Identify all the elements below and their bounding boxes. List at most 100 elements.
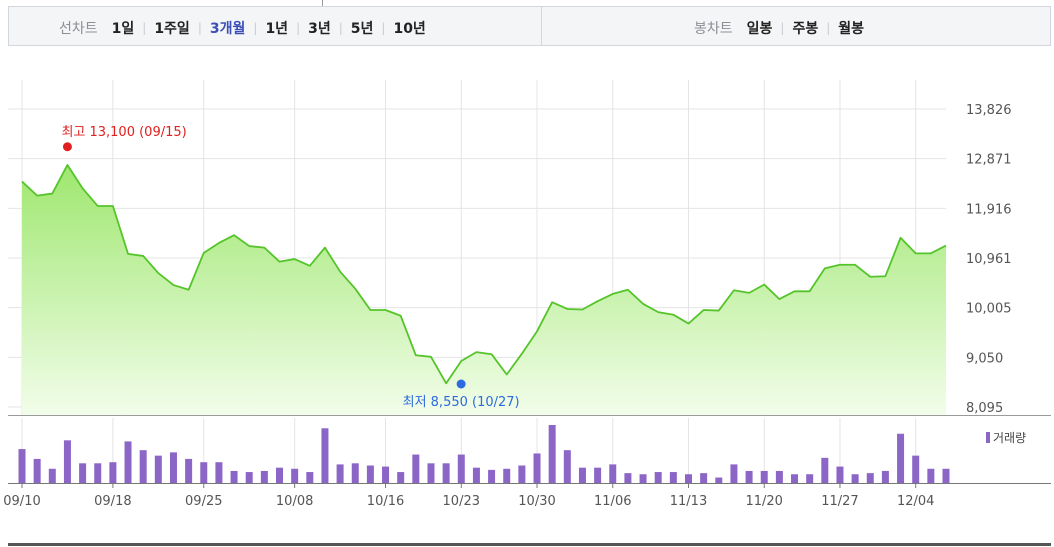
y-tick-label: 12,871: [966, 153, 1012, 168]
volume-bar: [412, 454, 420, 483]
monthly-candle-button[interactable]: 월봉: [838, 21, 865, 37]
x-tick-label: 10/23: [443, 494, 480, 509]
volume-bar: [457, 454, 465, 483]
volume-bar: [427, 463, 435, 483]
volume-bar: [291, 468, 299, 483]
x-tick-label: 11/06: [594, 494, 631, 509]
volume-bar: [185, 458, 193, 483]
volume-legend-label: 거래량: [993, 431, 1026, 445]
x-tick-label: 11/20: [745, 494, 782, 509]
volume-bar: [503, 468, 511, 483]
volume-bar: [821, 457, 829, 483]
volume-bar: [866, 473, 874, 483]
volume-bar: [154, 455, 162, 483]
volume-bar: [321, 428, 329, 483]
x-tick-label: 09/25: [185, 494, 222, 509]
separator: |: [826, 21, 831, 35]
separator: |: [296, 21, 301, 35]
x-tick-label: 12/04: [897, 494, 934, 509]
volume-bar: [139, 450, 147, 483]
volume-bar: [63, 440, 71, 483]
volume-bar: [548, 425, 556, 483]
volume-bar: [230, 470, 238, 483]
separator: |: [142, 21, 147, 35]
volume-bar: [563, 450, 571, 483]
volume-bar: [942, 468, 950, 483]
separator: |: [197, 21, 202, 35]
volume-bar: [336, 464, 344, 483]
volume-bar: [806, 474, 814, 483]
top-tick-mark: [322, 0, 323, 6]
volume-bar: [851, 474, 859, 483]
volume-bar: [775, 470, 783, 483]
period-1day-button[interactable]: 1일: [111, 21, 135, 37]
volume-bar: [276, 467, 284, 483]
x-tick-label: 11/27: [821, 494, 858, 509]
candle-chart-label: 봉차트: [694, 21, 733, 37]
low-price-label: 최저 8,550 (10/27): [403, 395, 520, 410]
weekly-candle-button[interactable]: 주봉: [792, 21, 819, 37]
volume-bar: [94, 463, 102, 483]
volume-bar: [260, 470, 268, 483]
period-3year-button[interactable]: 3년: [308, 21, 331, 37]
volume-bar: [624, 473, 632, 483]
x-tick-label: 09/18: [94, 494, 131, 509]
volume-bar: [382, 466, 390, 483]
price-line: [21, 164, 947, 385]
separator: |: [338, 21, 343, 35]
x-tick-label: 10/16: [367, 494, 404, 509]
y-tick-label: 9,050: [966, 351, 1003, 366]
volume-bar: [654, 472, 662, 483]
volume-bar: [518, 465, 526, 483]
candle-chart-type-group: 봉차트 일봉 | 주봉 | 월봉: [694, 18, 864, 38]
volume-bar: [715, 477, 723, 483]
volume-bar: [397, 472, 405, 483]
volume-bar: [578, 467, 586, 483]
volume-bar: [18, 449, 26, 483]
separator: |: [780, 21, 785, 35]
volume-legend-swatch: [986, 432, 990, 443]
separator: |: [381, 21, 386, 35]
y-tick-label: 10,005: [966, 302, 1012, 317]
volume-bar: [200, 462, 208, 483]
x-tick-label: 10/08: [276, 494, 313, 509]
period-1year-button[interactable]: 1년: [265, 21, 289, 37]
separator: |: [253, 21, 258, 35]
volume-bar: [48, 468, 56, 483]
price-area-fill: [22, 164, 946, 415]
volume-bar: [169, 452, 177, 483]
volume-bar: [669, 472, 677, 483]
high-price-label: 최고 13,100 (09/15): [61, 125, 186, 140]
x-tick-label: 09/10: [3, 494, 40, 509]
bottom-rule: [8, 543, 1051, 546]
volume-bar: [488, 469, 496, 483]
volume-bar: [639, 474, 647, 483]
period-3month-button[interactable]: 3개월: [209, 21, 246, 37]
volume-bar: [366, 465, 374, 483]
volume-bar: [109, 462, 117, 483]
volume-bar: [881, 470, 889, 483]
volume-bar: [351, 463, 359, 483]
toolbar-divider: [541, 7, 542, 45]
volume-bar: [836, 466, 844, 483]
period-1week-button[interactable]: 1주일: [154, 21, 190, 37]
volume-bar: [79, 463, 87, 483]
volume-bar: [215, 462, 223, 483]
period-5year-button[interactable]: 5년: [350, 21, 374, 37]
period-10year-button[interactable]: 10년: [393, 21, 426, 37]
volume-bar: [533, 453, 541, 483]
chart-toolbar: 선차트 1일 | 1주일 | 3개월 | 1년 | 3년 | 5년 | 10년 …: [8, 6, 1051, 46]
volume-bar: [245, 472, 253, 483]
volume-bar: [700, 473, 708, 483]
x-tick-label: 10/30: [518, 494, 555, 509]
volume-bar: [791, 474, 799, 483]
y-tick-label: 10,961: [966, 252, 1012, 267]
volume-bar: [33, 458, 41, 483]
daily-candle-button[interactable]: 일봉: [746, 21, 773, 37]
volume-bar: [912, 455, 920, 483]
volume-bar: [124, 441, 132, 483]
volume-bar: [927, 468, 935, 483]
volume-bar: [897, 433, 905, 483]
volume-bar: [760, 470, 768, 483]
